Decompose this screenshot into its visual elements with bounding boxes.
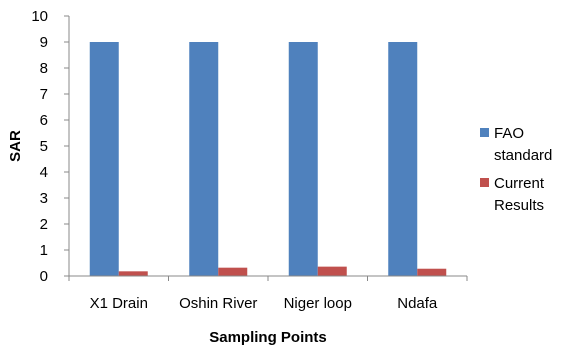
y-tick-label: 7 — [40, 86, 48, 103]
bar-current-results-1 — [218, 267, 248, 276]
y-axis-title: SAR — [7, 130, 24, 162]
bar-current-results-3 — [417, 268, 447, 276]
legend: FAO standard Current Results — [480, 125, 552, 214]
y-tick-label: 2 — [40, 216, 48, 233]
y-tick-label: 4 — [40, 164, 48, 181]
legend-label-current-results: Current Results — [494, 175, 545, 214]
legend-label-line: Current — [494, 175, 545, 192]
bars-layer — [89, 42, 447, 276]
legend-swatch-current-results — [480, 178, 489, 187]
y-tick-label: 5 — [40, 138, 48, 155]
x-tick-label: Niger loop — [284, 295, 352, 312]
bar-fao-standard-1 — [189, 42, 219, 276]
bar-current-results-2 — [317, 266, 347, 276]
y-tick-label: 3 — [40, 190, 48, 207]
legend-label-line: FAO — [494, 125, 524, 142]
bar-current-results-0 — [118, 271, 148, 276]
y-tick-label: 1 — [40, 242, 48, 259]
y-tick-label: 0 — [40, 268, 48, 285]
legend-label-line: Results — [494, 197, 544, 214]
legend-label-fao-standard: FAO standard — [494, 125, 552, 164]
legend-label-line: standard — [494, 147, 552, 164]
bar-fao-standard-3 — [388, 42, 418, 276]
y-tick-label: 9 — [40, 34, 48, 51]
x-tick-label: X1 Drain — [90, 295, 148, 312]
axes-layer: X1 Drain Oshin River Niger loop Ndafa 0 1 2 3 4 5… — [31, 8, 468, 312]
y-tick-label: 8 — [40, 60, 48, 77]
x-axis-title: Sampling Points — [209, 329, 327, 346]
y-tick-label: 6 — [40, 112, 48, 129]
legend-swatch-fao-standard — [480, 128, 489, 137]
y-tick-label: 10 — [31, 8, 48, 25]
x-tick-label: Ndafa — [397, 295, 438, 312]
bar-fao-standard-0 — [89, 42, 119, 276]
bar-fao-standard-2 — [288, 42, 318, 276]
x-tick-label: Oshin River — [179, 295, 257, 312]
